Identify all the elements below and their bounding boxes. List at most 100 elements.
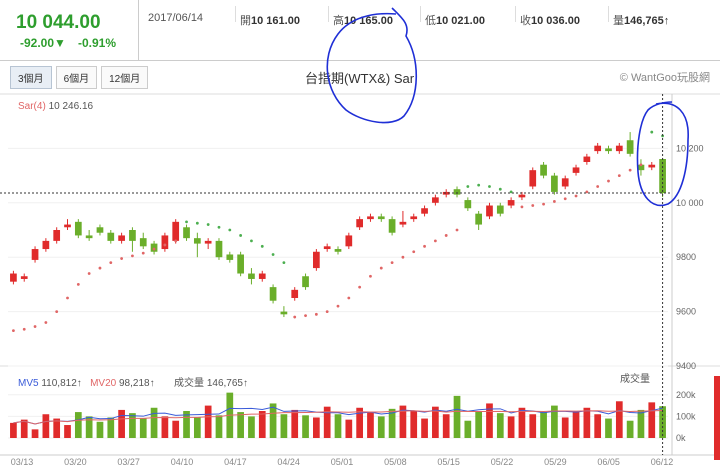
volume-bar xyxy=(583,407,591,438)
open-label: 開 xyxy=(240,15,251,27)
annotation-circle-title xyxy=(326,7,418,124)
sar-dot xyxy=(552,200,556,203)
candle-body xyxy=(118,235,125,241)
price-panel: 10 044.00 -92.00▼ -0.91% xyxy=(0,0,139,60)
candle-body xyxy=(129,230,136,241)
close-value: 收10 036.00 xyxy=(520,12,580,28)
candle-body xyxy=(172,221,180,241)
low-label: 低 xyxy=(425,15,436,27)
volume-bar xyxy=(432,406,439,438)
volume-bar xyxy=(377,416,385,438)
candle-body xyxy=(291,289,299,298)
volume-bar xyxy=(572,411,580,438)
volume-edge-indicator xyxy=(714,376,720,460)
volume-tick-label: 200k xyxy=(676,390,696,400)
candle-body xyxy=(161,235,169,250)
tab-3-months[interactable]: 3個月 xyxy=(10,66,52,89)
price-tick-label: 9800 xyxy=(676,252,696,262)
volume-bar xyxy=(518,407,526,438)
mv20-value: 98,218↑ xyxy=(119,378,155,389)
sar-dot xyxy=(239,234,243,237)
candle-body xyxy=(107,232,115,241)
sar-dot xyxy=(488,185,491,188)
period-tabs: 3個月 6個月 12個月 xyxy=(10,66,152,89)
x-tick-label: 03/20 xyxy=(64,457,87,467)
quote-date: 2017/06/14 xyxy=(148,12,204,24)
volume-bar xyxy=(258,411,266,438)
candle-body xyxy=(31,249,39,260)
candle-body xyxy=(323,246,331,250)
candle-body xyxy=(193,238,201,244)
candle-body xyxy=(42,240,50,250)
sar-dot xyxy=(607,179,610,183)
sar-dot xyxy=(412,250,416,254)
chart-title: 台指期(WTX&) Sar xyxy=(305,71,415,86)
tab-12-months[interactable]: 12個月 xyxy=(101,66,149,89)
sar-dot xyxy=(466,185,470,188)
sar-dot xyxy=(639,163,643,167)
close-label: 收 xyxy=(520,15,531,27)
volume-legend: MV5 110,812↑ MV20 98,218↑ 成交量 146,765↑ xyxy=(18,374,248,389)
volume-bar xyxy=(475,411,483,438)
tab-6-months[interactable]: 6個月 xyxy=(55,66,98,89)
sar-legend-name: Sar(4) xyxy=(18,101,46,112)
candle-body xyxy=(410,216,418,220)
sar-dot xyxy=(55,310,59,313)
volume-bar xyxy=(551,405,558,438)
sar-dot xyxy=(444,234,448,237)
volume-bar xyxy=(496,413,504,438)
candle-body xyxy=(377,216,385,220)
candle-body xyxy=(626,140,634,154)
x-tick-label: 04/24 xyxy=(277,457,300,467)
volume-bar xyxy=(53,418,61,438)
candle-body xyxy=(659,159,666,194)
volume-bar xyxy=(561,417,569,438)
sar-dot xyxy=(628,168,632,172)
sar-dot xyxy=(217,225,221,229)
volume-bar xyxy=(172,420,180,438)
site-credit[interactable]: © WantGoo玩股網 xyxy=(619,72,710,84)
sar-dot xyxy=(347,296,351,300)
volume-bar xyxy=(280,414,288,438)
volume-bar xyxy=(399,405,407,438)
sar-dot xyxy=(542,202,545,206)
volume-bar xyxy=(139,418,147,438)
x-tick-label: 03/13 xyxy=(11,457,34,467)
candle-body xyxy=(85,235,93,239)
candle-body xyxy=(183,227,190,239)
candle-body xyxy=(269,287,277,301)
sar-legend: Sar(4) 10 246.16 xyxy=(18,101,93,112)
volume-bar xyxy=(161,416,169,438)
candle-body xyxy=(551,175,558,192)
candle-body xyxy=(248,273,255,279)
x-tick-label: 05/29 xyxy=(544,457,567,467)
volume-bar xyxy=(367,412,374,438)
sar-dot xyxy=(336,304,340,308)
volume-bar xyxy=(540,412,547,438)
candle-body xyxy=(605,148,612,152)
sar-dot xyxy=(33,325,37,328)
sar-dot xyxy=(22,327,26,331)
sar-dot xyxy=(369,274,372,278)
candle-body xyxy=(237,254,244,274)
divider xyxy=(328,6,329,22)
sar-dot xyxy=(401,255,405,259)
sar-dot xyxy=(195,221,199,225)
candle-body xyxy=(540,164,547,176)
volume-bar xyxy=(31,429,39,438)
sar-dot xyxy=(617,174,621,178)
volume-bar xyxy=(334,414,342,438)
candle-body xyxy=(53,230,61,241)
mv5-value: 110,812↑ xyxy=(41,378,82,389)
candle-body xyxy=(356,219,363,228)
vol-value: 146,765↑ xyxy=(206,378,248,389)
volume-bar xyxy=(421,418,428,438)
sar-dot xyxy=(650,130,654,134)
x-tick-label: 04/10 xyxy=(171,457,194,467)
candle-body xyxy=(399,221,407,225)
sar-dot xyxy=(455,228,459,232)
candle-body xyxy=(139,238,147,247)
divider xyxy=(420,6,421,22)
sar-dot xyxy=(477,183,481,187)
